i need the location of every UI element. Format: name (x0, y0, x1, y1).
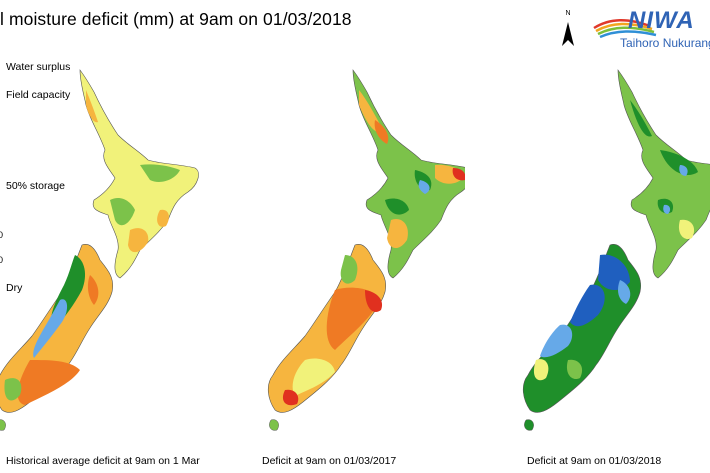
stewart-island (0, 419, 6, 431)
caption-2018: Deficit at 9am on 01/03/2018 (527, 455, 662, 467)
nz-map-historical (0, 69, 199, 431)
north-island (79, 69, 199, 279)
stewart-island (269, 419, 279, 431)
caption-historical: Historical average deficit at 9am on 1 M… (6, 455, 200, 467)
legend-tick: 0 (0, 230, 4, 240)
logo-name: NIWA (628, 7, 695, 34)
niwa-logo: NIWA Taihoro Nukurang (590, 4, 710, 54)
map-title: il moisture deficit (mm) at 9am on 01/03… (0, 9, 352, 29)
north-letter: N (565, 10, 571, 17)
map-panel-2018 (480, 60, 710, 455)
logo-subtitle: Taihoro Nukurang (620, 36, 710, 50)
north-arrow: N (561, 10, 575, 46)
legend-tick: 0 (0, 255, 4, 265)
nz-map-2018 (522, 69, 710, 431)
legend-label-dry: Dry (6, 282, 23, 294)
caption-2017: Deficit at 9am on 01/03/2017 (262, 455, 397, 467)
north-island (617, 69, 710, 279)
map-panel-2017 (225, 60, 472, 455)
legend-label-field-capacity: Field capacity (6, 89, 71, 101)
legend-label-water-surplus: Water surplus (6, 61, 71, 73)
north-island (352, 69, 472, 279)
north-arrow-icon (562, 22, 574, 46)
legend-label-50-storage: 50% storage (6, 180, 65, 192)
map-panel-historical (0, 60, 230, 455)
stewart-island (524, 419, 534, 431)
logo-swoosh-icon (593, 19, 657, 39)
nz-map-2017 (267, 69, 472, 431)
